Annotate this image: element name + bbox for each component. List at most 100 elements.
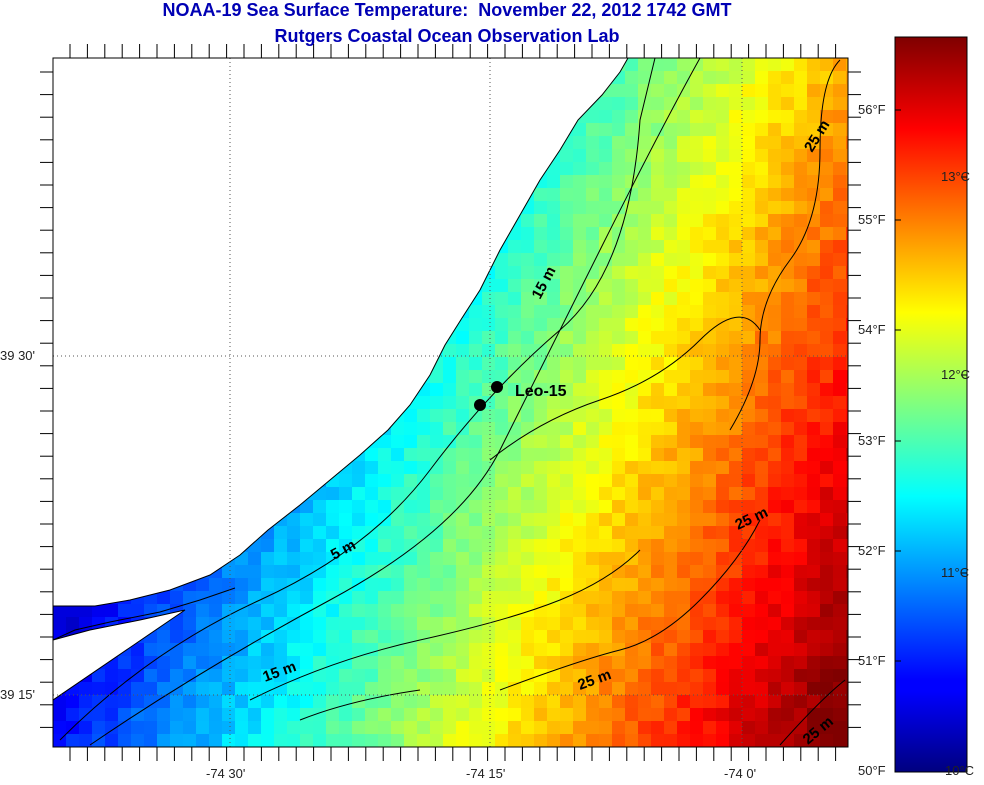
sst-cell — [755, 435, 769, 449]
sst-cell — [651, 409, 665, 423]
sst-cell — [586, 630, 600, 644]
sst-cell — [781, 552, 795, 566]
sst-cell — [638, 266, 652, 280]
sst-cell — [638, 461, 652, 475]
sst-cell — [534, 383, 548, 397]
sst-cell — [560, 409, 574, 423]
sst-cell — [222, 682, 236, 696]
sst-cell — [690, 474, 704, 488]
sst-cell — [430, 539, 444, 553]
sst-cell — [612, 695, 626, 709]
sst-cell — [820, 370, 834, 384]
sst-cell — [599, 461, 613, 475]
sst-cell — [599, 721, 613, 735]
sst-cell — [703, 357, 717, 371]
sst-cell — [612, 383, 626, 397]
sst-cell — [573, 188, 587, 202]
sst-cell — [664, 175, 678, 189]
sst-cell — [729, 136, 743, 150]
sst-cell — [612, 539, 626, 553]
sst-cell — [521, 266, 535, 280]
sst-cell — [846, 123, 848, 137]
sst-cell — [339, 669, 353, 683]
sst-cell — [222, 643, 236, 657]
sst-cell — [118, 695, 132, 709]
lon-label-74-0: -74 0' — [724, 766, 757, 781]
sst-cell — [677, 344, 691, 358]
sst-cell — [612, 292, 626, 306]
sst-cell — [482, 305, 496, 319]
sst-cell — [794, 344, 808, 358]
sst-cell — [716, 500, 730, 514]
sst-cell — [651, 461, 665, 475]
sst-cell — [508, 539, 522, 553]
sst-cell — [716, 136, 730, 150]
sst-cell — [534, 201, 548, 215]
sst-cell — [794, 240, 808, 254]
sst-cell — [625, 175, 639, 189]
sst-cell — [742, 435, 756, 449]
sst-cell — [664, 227, 678, 241]
sst-cell — [833, 123, 847, 137]
sst-cell — [612, 123, 626, 137]
sst-cell — [560, 461, 574, 475]
sst-cell — [729, 201, 743, 215]
sst-cell — [261, 591, 275, 605]
sst-cell — [469, 578, 483, 592]
sst-cell — [638, 656, 652, 670]
sst-cell — [547, 266, 561, 280]
sst-cell — [495, 331, 509, 345]
sst-cell — [573, 305, 587, 319]
sst-cell — [677, 123, 691, 137]
sst-cell — [508, 487, 522, 501]
sst-cell — [417, 435, 431, 449]
sst-cell — [599, 383, 613, 397]
sst-cell — [768, 383, 782, 397]
sst-cell — [781, 305, 795, 319]
sst-cell — [742, 227, 756, 241]
sst-cell — [261, 708, 275, 722]
sst-cell — [560, 188, 574, 202]
sst-cell — [612, 136, 626, 150]
sst-cell — [781, 617, 795, 631]
sst-cell — [521, 669, 535, 683]
sst-cell — [547, 370, 561, 384]
sst-cell — [456, 695, 470, 709]
sst-cell — [534, 357, 548, 371]
sst-cell — [781, 396, 795, 410]
sst-cell — [365, 448, 379, 462]
sst-cell — [729, 734, 743, 747]
sst-cell — [157, 669, 171, 683]
sst-cell — [560, 604, 574, 618]
sst-cell — [378, 695, 392, 709]
sst-cell — [677, 461, 691, 475]
sst-cell — [729, 175, 743, 189]
sst-cell — [66, 695, 80, 709]
sst-cell — [365, 578, 379, 592]
sst-cell — [716, 669, 730, 683]
sst-cell — [703, 604, 717, 618]
sst-cell — [703, 461, 717, 475]
sst-cell — [235, 669, 249, 683]
sst-cell — [768, 552, 782, 566]
sst-cell — [833, 721, 847, 735]
sst-cell — [690, 526, 704, 540]
sst-cell — [430, 422, 444, 436]
sst-cell — [820, 227, 834, 241]
sst-cell — [794, 461, 808, 475]
sst-cell — [573, 487, 587, 501]
sst-cell — [625, 84, 639, 98]
sst-cell — [365, 565, 379, 579]
sst-cell — [430, 682, 444, 696]
sst-cell — [443, 734, 457, 747]
sst-cell — [716, 253, 730, 267]
sst-cell — [274, 565, 288, 579]
sst-cell — [729, 604, 743, 618]
sst-cell — [781, 71, 795, 85]
sst-cell — [495, 357, 509, 371]
sst-cell — [456, 734, 470, 747]
sst-cell — [157, 721, 171, 735]
sst-cell — [404, 435, 418, 449]
sst-cell — [794, 175, 808, 189]
sst-cell — [378, 591, 392, 605]
